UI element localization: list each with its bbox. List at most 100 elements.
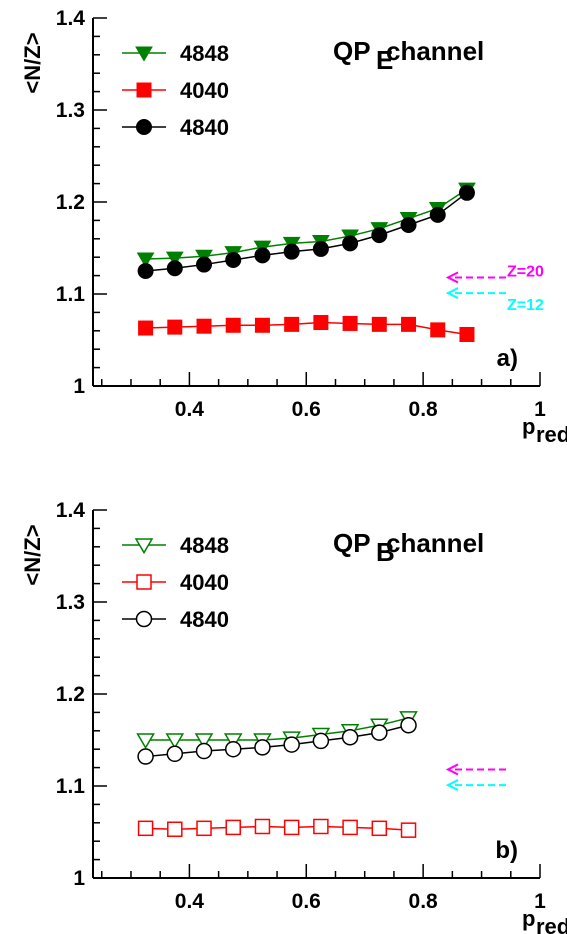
data-point [196, 256, 213, 273]
data-point [167, 821, 183, 837]
y-tick-label: 1.2 [56, 191, 85, 214]
data-point [312, 240, 329, 257]
x-tick-label: 0.8 [409, 890, 439, 913]
data-point [136, 733, 155, 750]
channel-label-rest: channel [386, 36, 484, 66]
x-axis-title-subscript: red [536, 422, 567, 447]
data-point [254, 739, 271, 756]
channel-label-rest: channel [386, 528, 484, 558]
legend-marker [136, 574, 152, 590]
panel-b: 1 1.1 1.2 1.3 1.4 0.4 0.6 0.8 1 <N/Z> p red QP B chan… [20, 499, 567, 934]
reference-arrowhead [445, 763, 459, 776]
x-axis-title: p [522, 414, 535, 439]
data-point [371, 227, 388, 244]
reference-arrowhead [445, 779, 459, 791]
legend-marker [136, 119, 152, 135]
data-point [342, 819, 358, 836]
data-point [165, 251, 184, 267]
channel-label-subscript: B [376, 537, 395, 567]
data-point [225, 317, 241, 333]
y-tick-label: 1.1 [56, 283, 86, 306]
data-point [341, 728, 359, 746]
x-tick-label: 0.8 [409, 398, 439, 421]
legend-marker [135, 46, 153, 62]
legend-entry-label: 4040 [180, 570, 229, 595]
data-point [254, 818, 271, 835]
y-tick-label: 1.2 [56, 683, 85, 706]
data-point [430, 322, 446, 338]
data-point [196, 820, 212, 837]
y-tick-label: 1.4 [56, 7, 86, 30]
data-point [196, 318, 212, 334]
panel-label: b) [495, 837, 518, 864]
data-point [223, 733, 243, 750]
data-point [254, 247, 271, 264]
data-point [137, 748, 154, 765]
data-point [342, 315, 358, 331]
y-axis-title: <N/Z> [20, 524, 45, 585]
data-point [136, 252, 155, 268]
data-point [401, 316, 417, 332]
x-axis-title: p [522, 906, 535, 931]
legend-marker [135, 610, 153, 628]
data-point [400, 822, 417, 838]
data-point [225, 819, 241, 836]
y-tick-label: 1.4 [56, 499, 86, 522]
channel-label-main: QP [333, 528, 371, 558]
legend-marker [136, 82, 152, 98]
legend-entry-label: 4848 [180, 533, 229, 558]
data-point [194, 733, 214, 750]
data-point [167, 319, 183, 335]
y-tick-label: 1 [73, 867, 85, 890]
data-point [459, 326, 475, 342]
x-tick-label: 0.4 [175, 398, 205, 421]
data-point [313, 315, 329, 331]
data-point [371, 820, 388, 837]
y-tick-label: 1.1 [56, 775, 86, 798]
y-tick-label: 1.3 [56, 99, 85, 122]
channel-label-subscript: E [376, 45, 393, 75]
data-point [166, 260, 183, 277]
data-point [371, 316, 387, 332]
reference-arrowhead [445, 271, 459, 284]
legend-entry-label: 4840 [180, 115, 229, 140]
data-point [195, 742, 213, 760]
data-point [400, 717, 417, 734]
legend-entry-label: 4040 [180, 78, 229, 103]
reference-arrowhead [445, 287, 459, 299]
channel-label-main: QP [333, 36, 371, 66]
data-point [165, 733, 185, 750]
data-point [429, 206, 446, 223]
data-point [283, 736, 300, 753]
series-line [145, 724, 409, 758]
data-point [371, 724, 388, 741]
x-tick-label: 0.6 [292, 890, 321, 913]
data-point [284, 316, 300, 332]
data-point [138, 320, 154, 336]
series-4040 [137, 818, 417, 838]
legend-marker [134, 538, 154, 555]
legend-entry-label: 4840 [180, 607, 229, 632]
x-tick-label: 0.4 [175, 890, 205, 913]
data-point [342, 235, 359, 252]
series-line [145, 825, 409, 831]
data-point [283, 819, 300, 836]
y-axis-title: <N/Z> [20, 32, 45, 93]
data-point [313, 818, 329, 835]
series-4040 [138, 315, 475, 342]
x-tick-label: 0.6 [292, 398, 321, 421]
legend-entry-label: 4848 [180, 41, 229, 66]
reference-label: Z=12 [507, 297, 544, 314]
data-point [254, 317, 270, 333]
series-line [145, 717, 409, 741]
data-point [137, 820, 154, 837]
x-axis-title-subscript: red [536, 914, 567, 934]
data-point [400, 217, 417, 233]
x-tick-label: 1 [534, 890, 546, 913]
y-tick-label: 1 [73, 375, 85, 398]
data-point [283, 243, 300, 260]
series-4840 [137, 184, 475, 279]
data-point [137, 263, 154, 279]
